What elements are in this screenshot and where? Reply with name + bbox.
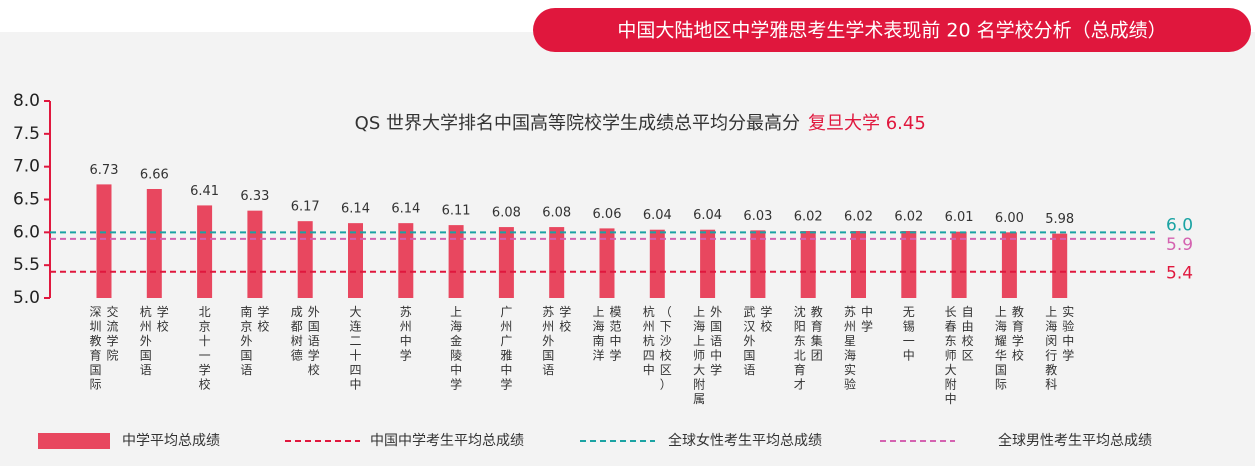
title-banner	[533, 8, 1251, 52]
x-tick-label: 苏州外国语	[542, 305, 554, 377]
value-label: 6.14	[391, 202, 420, 217]
y-tick-label: 7.0	[13, 157, 40, 177]
reference-label: 5.4	[1166, 264, 1193, 284]
bar	[96, 184, 112, 298]
bar	[297, 221, 313, 298]
value-label: 6.04	[693, 208, 722, 223]
x-tick-label: 中学	[861, 304, 873, 334]
x-tick-label: 学校	[157, 304, 169, 334]
x-tick-label: 成都树德	[291, 305, 303, 363]
legend-label: 中国中学考生平均总成绩	[370, 433, 524, 449]
x-tick-label: 交流学院	[106, 304, 118, 363]
legend-label: 全球男性考生平均总成绩	[998, 432, 1152, 449]
y-tick-label: 5.0	[13, 288, 40, 308]
bar	[1001, 232, 1017, 298]
bar	[247, 210, 263, 298]
chart-title: 中国大陆地区中学雅思考生学术表现前 20 名学校分析（总成绩）	[617, 20, 1166, 42]
value-label: 5.98	[1045, 212, 1074, 227]
x-tick-label: 外国语学校	[308, 305, 320, 377]
value-label: 6.06	[593, 207, 622, 222]
x-tick-label: 无锡一中	[903, 305, 915, 363]
x-tick-label: 南京外国语	[240, 304, 252, 377]
bar	[901, 231, 917, 298]
value-label: 6.11	[442, 204, 471, 219]
value-label: 6.04	[643, 208, 672, 223]
x-tick-label: 上海上师大附属	[693, 305, 705, 406]
x-tick-label: 沈阳东北育才	[794, 304, 806, 392]
bar	[951, 231, 967, 298]
y-tick-label: 7.5	[13, 124, 40, 144]
x-tick-label: 教育学校	[1012, 304, 1024, 363]
value-label: 6.17	[291, 200, 320, 215]
legend-label: 全球女性考生平均总成绩	[668, 432, 822, 449]
value-label: 6.02	[844, 210, 873, 225]
value-label: 6.01	[945, 210, 974, 225]
x-tick-label: 苏州中学	[400, 305, 412, 363]
bar	[700, 229, 716, 298]
x-tick-label: 学校	[559, 304, 571, 334]
x-tick-label: 外国语中学	[710, 305, 722, 377]
x-tick-label: 模范中学	[609, 305, 621, 363]
reference-label: 5.9	[1166, 235, 1193, 255]
x-tick-label: 上海闵行教科	[1045, 305, 1057, 392]
x-tick-label: 学校	[760, 304, 772, 334]
bar	[146, 188, 162, 298]
legend-swatch	[38, 433, 110, 449]
x-tick-label: 自由校区	[962, 305, 974, 363]
x-tick-label: 实验中学	[1062, 304, 1074, 363]
bar	[348, 223, 363, 298]
x-tick-label: 杭州杭四中	[643, 304, 655, 377]
bar	[549, 227, 565, 298]
x-tick-label: 杭州外国语	[140, 304, 152, 377]
x-tick-label: 武汉外国语	[743, 305, 755, 377]
value-label: 6.33	[240, 189, 269, 204]
value-label: 6.02	[794, 210, 823, 225]
value-label: 6.02	[894, 210, 923, 225]
legend-label: 中学平均总成绩	[122, 433, 220, 449]
bar	[800, 231, 816, 298]
bar	[851, 231, 866, 298]
value-label: 6.08	[542, 206, 571, 221]
x-tick-label: 上海耀华国际	[995, 305, 1007, 392]
x-tick-label: 教育集团	[811, 304, 823, 363]
x-tick-label: 苏州星海实验	[844, 305, 856, 392]
y-tick-label: 6.5	[13, 190, 40, 210]
x-tick-label: 长春东师大附中	[945, 305, 957, 406]
x-tick-label: 广州广雅中学	[500, 305, 512, 392]
bar	[498, 227, 514, 298]
annotation-highlight: 复旦大学 6.45	[808, 113, 926, 134]
bar	[1052, 233, 1068, 298]
x-tick-label: 深圳教育国际	[89, 305, 101, 392]
value-label: 6.14	[341, 202, 370, 217]
reference-label: 6.0	[1166, 215, 1193, 235]
y-tick-label: 8.0	[13, 91, 40, 111]
value-label: 6.00	[995, 211, 1024, 226]
bar	[599, 228, 615, 298]
x-tick-label: 学校	[257, 304, 269, 334]
bar	[197, 205, 213, 298]
value-label: 6.08	[492, 206, 521, 221]
x-tick-label: 北京十一学校	[199, 305, 211, 392]
value-label: 6.03	[743, 209, 772, 224]
annotation: QS 世界大学排名中国高等院校学生成绩总平均分最高分	[355, 113, 800, 134]
bar	[398, 223, 414, 298]
x-tick-label: 大连二十四中	[349, 305, 361, 392]
value-label: 6.41	[190, 184, 219, 199]
x-tick-label: （下沙校区）	[660, 305, 672, 392]
x-tick-label: 上海南洋	[592, 305, 604, 363]
value-label: 6.66	[140, 167, 169, 182]
bar	[750, 230, 766, 298]
x-tick-label: 上海金陵中学	[450, 305, 462, 392]
bar	[649, 229, 665, 298]
y-tick-label: 6.0	[13, 222, 40, 242]
y-tick-label: 5.5	[13, 255, 40, 275]
bar	[448, 225, 464, 298]
value-label: 6.73	[90, 163, 119, 178]
